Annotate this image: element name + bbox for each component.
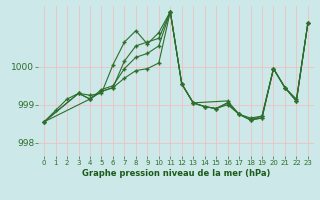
X-axis label: Graphe pression niveau de la mer (hPa): Graphe pression niveau de la mer (hPa)	[82, 169, 270, 178]
